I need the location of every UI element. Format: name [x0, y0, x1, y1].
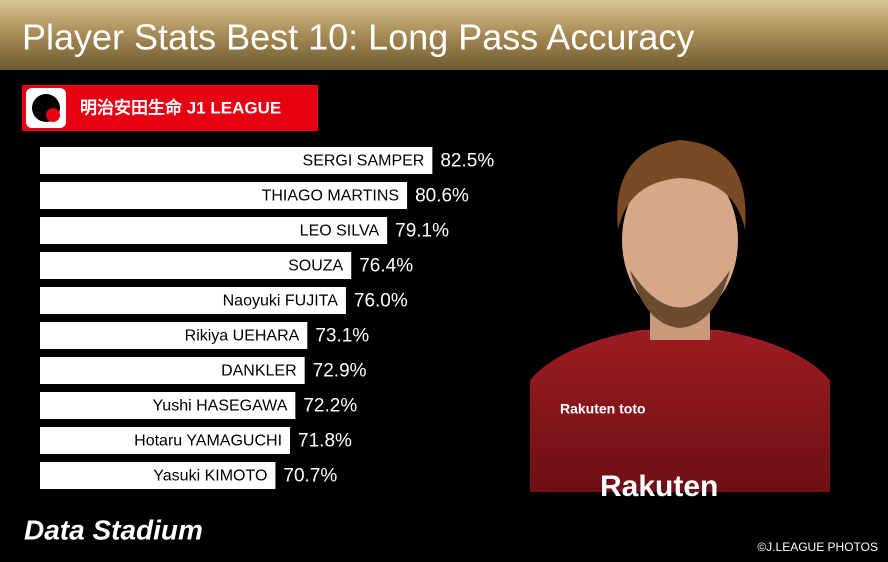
category-label: SERGI SAMPER — [303, 153, 425, 170]
category-label: Yasuki KIMOTO — [153, 468, 267, 485]
sponsor: Rakuten toto — [560, 401, 646, 417]
value-label: 72.2% — [303, 396, 357, 417]
bar — [40, 357, 305, 384]
bar — [40, 217, 388, 244]
league-logo: 明治安田生命 J1 LEAGUE — [22, 85, 318, 131]
category-label: THIAGO MARTINS — [262, 188, 400, 205]
category-label: LEO SILVA — [300, 223, 380, 240]
bar — [40, 392, 296, 419]
title-bar — [0, 0, 888, 70]
category-label: SOUZA — [288, 258, 343, 275]
value-label: 76.4% — [359, 256, 413, 277]
category-label: Hotaru YAMAGUCHI — [134, 433, 282, 450]
player-photo: Rakuten toto Rakuten — [530, 130, 830, 503]
category-label: Yushi HASEGAWA — [153, 398, 288, 415]
value-label: 73.1% — [315, 326, 369, 347]
category-label: Rikiya UEHARA — [185, 328, 300, 345]
category-label: Naoyuki FUJITA — [223, 293, 339, 310]
value-label: 82.5% — [440, 151, 494, 172]
bar — [40, 322, 308, 349]
logo-emblem-dot — [46, 108, 60, 122]
chart-title: Player Stats Best 10: Long Pass Accuracy — [22, 17, 694, 58]
bar — [40, 147, 433, 174]
beard — [630, 270, 730, 328]
bar — [40, 287, 346, 314]
bar — [40, 462, 276, 489]
value-label: 70.7% — [283, 466, 337, 487]
brand-logo: Data Stadium — [24, 514, 203, 545]
value-label: 79.1% — [395, 221, 449, 242]
value-label: 80.6% — [415, 186, 469, 207]
value-label: 76.0% — [354, 291, 408, 312]
hair — [617, 140, 746, 230]
bar — [40, 427, 291, 454]
logo-box — [22, 85, 318, 131]
photo-credit: ©J.LEAGUE PHOTOS — [757, 540, 878, 554]
jersey — [530, 330, 830, 492]
bar — [40, 182, 408, 209]
sponsor-main: Rakuten — [600, 470, 718, 503]
category-label: DANKLER — [221, 363, 297, 380]
face — [622, 162, 738, 318]
logo-text: 明治安田生命 J1 LEAGUE — [80, 97, 281, 117]
value-label: 71.8% — [298, 431, 352, 452]
brand: Data Stadium — [24, 514, 203, 545]
bar — [40, 252, 352, 279]
value-label: 72.9% — [313, 361, 367, 382]
